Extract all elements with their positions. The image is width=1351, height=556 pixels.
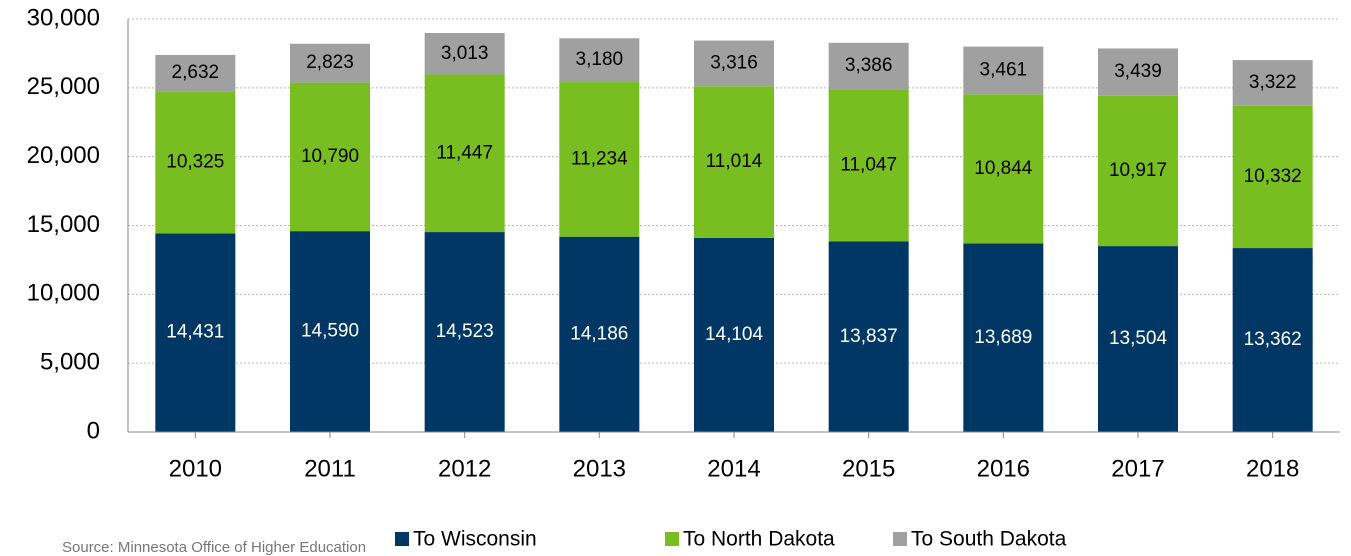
y-tick-label: 5,000 bbox=[40, 349, 100, 376]
bar-segment bbox=[694, 237, 774, 432]
data-label: 10,325 bbox=[166, 151, 224, 172]
y-tick-label: 25,000 bbox=[27, 73, 100, 100]
bar-segment bbox=[559, 82, 640, 237]
data-label: 13,362 bbox=[1244, 329, 1302, 350]
x-tick-label: 2014 bbox=[707, 455, 760, 482]
y-tick-label: 15,000 bbox=[27, 211, 100, 238]
legend-swatch bbox=[893, 532, 907, 546]
data-label: 10,917 bbox=[1109, 160, 1167, 181]
data-label: 11,447 bbox=[436, 142, 493, 163]
bar-segment bbox=[694, 40, 774, 87]
x-tick-label: 2018 bbox=[1246, 455, 1299, 482]
data-label: 13,837 bbox=[840, 326, 898, 347]
legend-label: To South Dakota bbox=[911, 528, 1067, 551]
bar-segment bbox=[1098, 246, 1178, 432]
bar-segment bbox=[1232, 105, 1313, 249]
bar-segment bbox=[963, 94, 1044, 244]
legend-swatch bbox=[665, 532, 679, 546]
legend-swatch bbox=[395, 532, 409, 546]
data-label: 10,790 bbox=[301, 146, 359, 167]
y-tick-label: 10,000 bbox=[27, 280, 100, 307]
bar-segment bbox=[828, 241, 909, 432]
data-label: 13,689 bbox=[974, 327, 1032, 348]
bar-segment bbox=[155, 233, 236, 432]
legend-label: To North Dakota bbox=[683, 528, 835, 551]
data-label: 10,332 bbox=[1244, 166, 1302, 187]
bar-segment bbox=[559, 236, 640, 432]
data-label: 10,844 bbox=[974, 158, 1033, 179]
bar-segment bbox=[963, 46, 1044, 95]
legend-label: To Wisconsin bbox=[413, 528, 537, 551]
x-tick-label: 2012 bbox=[438, 455, 491, 482]
data-label: 3,461 bbox=[980, 59, 1028, 80]
data-label: 3,013 bbox=[441, 43, 489, 64]
data-label: 3,439 bbox=[1114, 61, 1162, 82]
data-label: 2,823 bbox=[306, 52, 354, 73]
y-tick-label: 30,000 bbox=[27, 4, 100, 31]
source-note: Source: Minnesota Office of Higher Educa… bbox=[62, 539, 366, 556]
bar-segment bbox=[828, 42, 909, 90]
x-tick-label: 2011 bbox=[304, 455, 356, 482]
bar-segment bbox=[1098, 48, 1178, 96]
data-label: 14,523 bbox=[436, 321, 494, 342]
y-tick-label: 0 bbox=[87, 417, 100, 444]
data-label: 3,322 bbox=[1249, 72, 1297, 93]
bar-segment bbox=[963, 243, 1044, 432]
data-label: 11,014 bbox=[706, 151, 763, 172]
bar-segment bbox=[1232, 60, 1313, 106]
bar-segment bbox=[155, 91, 236, 234]
bar-segment bbox=[1098, 95, 1178, 247]
data-label: 2,632 bbox=[172, 62, 220, 83]
data-label: 3,180 bbox=[576, 49, 624, 70]
bar-segment bbox=[290, 82, 370, 232]
data-label: 13,504 bbox=[1109, 328, 1168, 349]
data-label: 14,431 bbox=[166, 322, 224, 343]
y-tick-label: 20,000 bbox=[27, 142, 100, 169]
bar-segment bbox=[828, 89, 909, 242]
bar-segment bbox=[155, 54, 236, 92]
data-label: 14,590 bbox=[301, 321, 359, 342]
data-label: 14,186 bbox=[570, 323, 628, 344]
bar-segment bbox=[424, 232, 505, 432]
x-tick-label: 2016 bbox=[977, 455, 1030, 482]
data-label: 11,047 bbox=[840, 154, 897, 175]
x-tick-label: 2010 bbox=[169, 455, 222, 482]
bar-segment bbox=[424, 33, 505, 75]
data-label: 11,234 bbox=[571, 148, 628, 169]
x-tick-label: 2015 bbox=[842, 455, 895, 482]
bar-segment bbox=[1232, 248, 1313, 432]
bar-segment bbox=[559, 38, 640, 83]
bar-segment bbox=[694, 86, 774, 238]
data-label: 14,104 bbox=[705, 324, 764, 345]
bar-segment bbox=[290, 231, 370, 432]
data-label: 3,316 bbox=[710, 52, 758, 73]
data-label: 3,386 bbox=[845, 55, 893, 76]
x-tick-label: 2017 bbox=[1111, 455, 1164, 482]
bar-segment bbox=[290, 43, 370, 83]
bar-segment bbox=[424, 74, 505, 233]
x-tick-label: 2013 bbox=[573, 455, 626, 482]
